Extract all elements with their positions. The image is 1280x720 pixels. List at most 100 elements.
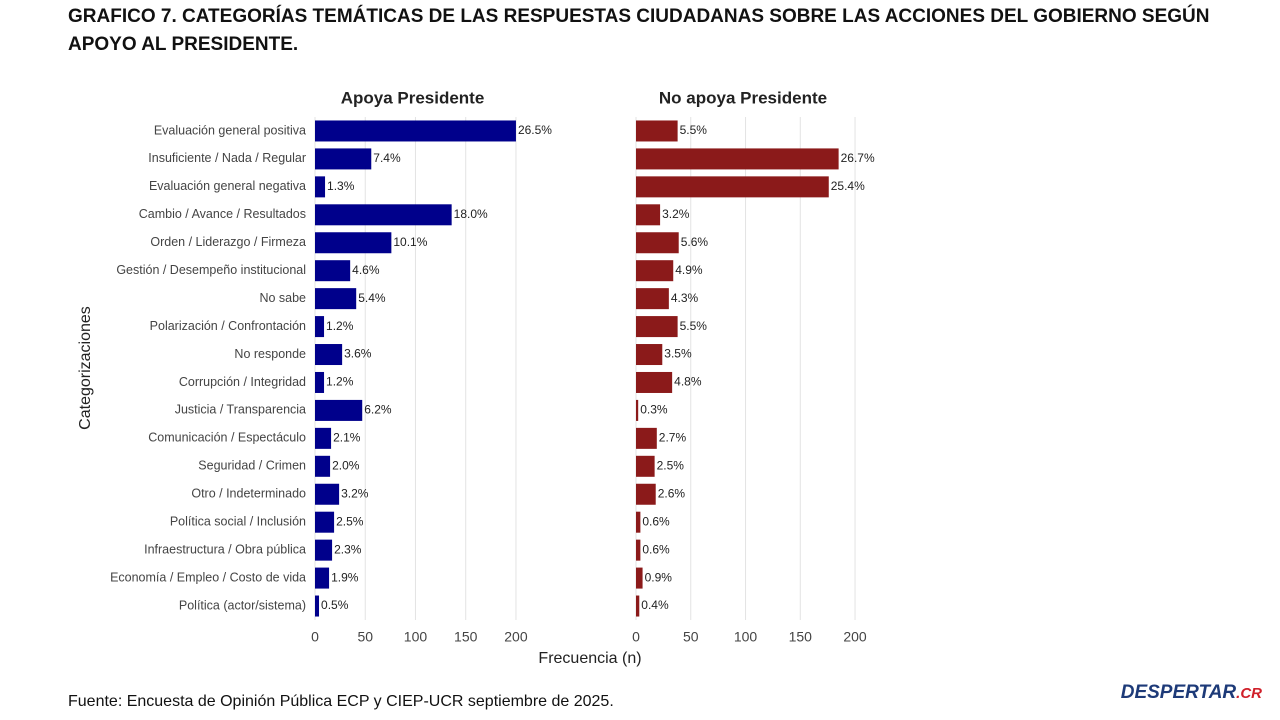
data-label: 10.1% xyxy=(393,235,427,249)
data-label: 2.1% xyxy=(333,431,361,445)
x-tick-label: 200 xyxy=(504,629,528,645)
data-label: 0.6% xyxy=(642,542,670,556)
bar xyxy=(315,399,363,421)
data-label: 5.5% xyxy=(680,123,708,137)
data-label: 5.5% xyxy=(680,319,708,333)
bar xyxy=(636,399,639,421)
y-tick-label: Orden / Liderazgo / Firmeza xyxy=(150,235,306,249)
chart: Frecuencia (n) Categorizaciones 0 50 100 15… xyxy=(77,88,875,667)
data-label: 3.2% xyxy=(341,486,369,500)
bar xyxy=(315,288,357,310)
bar xyxy=(636,595,640,617)
data-label: 4.3% xyxy=(671,291,699,305)
data-label: 18.0% xyxy=(454,207,488,221)
bar xyxy=(315,539,333,561)
y-tick-label: Gestión / Desempeño institucional xyxy=(116,263,306,277)
data-label: 0.6% xyxy=(642,514,670,528)
y-tick-label: Polarización / Confrontación xyxy=(150,319,306,333)
x-tick-label: 150 xyxy=(789,629,813,645)
bar xyxy=(315,483,340,505)
y-tick-label: Otro / Indeterminado xyxy=(191,487,306,501)
data-label: 2.7% xyxy=(659,431,687,445)
bar xyxy=(315,120,516,142)
bar xyxy=(636,120,678,142)
y-tick-label: Comunicación / Espectáculo xyxy=(148,431,306,445)
x-tick-label: 100 xyxy=(404,629,428,645)
y-tick-label: Insuficiente / Nada / Regular xyxy=(148,151,306,165)
data-label: 2.0% xyxy=(332,458,360,472)
data-label: 0.5% xyxy=(321,598,349,612)
data-label: 1.2% xyxy=(326,319,354,333)
data-label: 5.6% xyxy=(681,235,709,249)
bar xyxy=(315,344,343,366)
data-label: 26.5% xyxy=(518,123,552,137)
bar xyxy=(636,204,661,226)
y-tick-label: Seguridad / Crimen xyxy=(198,459,306,473)
data-label: 0.3% xyxy=(640,403,668,417)
data-label: 2.3% xyxy=(334,542,362,556)
data-label: 3.6% xyxy=(344,347,372,361)
bar xyxy=(315,455,331,477)
chart-title: GRAFICO 7. CATEGORÍAS TEMÁTICAS DE LAS R… xyxy=(68,6,1210,55)
bar xyxy=(636,344,663,366)
data-label: 1.2% xyxy=(326,375,354,389)
bar xyxy=(315,511,335,533)
bar xyxy=(636,511,641,533)
x-tick-label: 0 xyxy=(311,629,319,645)
data-label: 25.4% xyxy=(831,179,865,193)
source-note: Fuente: Encuesta de Opinión Pública ECP … xyxy=(68,693,614,710)
data-label: 6.2% xyxy=(364,403,392,417)
bar xyxy=(636,148,839,170)
bar xyxy=(315,148,372,170)
logo-suffix: .CR xyxy=(1236,685,1262,702)
bar xyxy=(315,316,325,338)
data-label: 1.3% xyxy=(327,179,355,193)
y-tick-label: No responde xyxy=(234,347,306,361)
y-tick-label: Política (actor/sistema) xyxy=(179,598,306,612)
bar xyxy=(636,176,829,198)
data-label: 2.5% xyxy=(336,514,364,528)
y-tick-label: Política social / Inclusión xyxy=(170,514,306,528)
x-tick-label: 200 xyxy=(843,629,867,645)
bar xyxy=(636,260,674,282)
bar xyxy=(636,539,641,561)
x-tick-label: 0 xyxy=(632,629,640,645)
logo: DESPERTAR.CR xyxy=(1121,682,1262,704)
bar xyxy=(636,371,673,393)
data-label: 4.9% xyxy=(675,263,703,277)
data-label: 0.4% xyxy=(641,598,669,612)
y-tick-label: Corrupción / Integridad xyxy=(179,375,306,389)
x-tick-label: 150 xyxy=(454,629,478,645)
y-tick-label: No sabe xyxy=(259,291,306,305)
y-tick-label: Justicia / Transparencia xyxy=(175,403,306,417)
x-axis-label: Frecuencia (n) xyxy=(538,650,641,667)
x-tick-label: 100 xyxy=(734,629,758,645)
x-tick-label: 50 xyxy=(357,629,373,645)
bar xyxy=(315,371,325,393)
bar xyxy=(636,427,657,449)
bar xyxy=(636,232,679,254)
data-label: 7.4% xyxy=(373,151,401,165)
bar xyxy=(315,567,330,589)
bar xyxy=(636,455,655,477)
data-label: 26.7% xyxy=(841,151,875,165)
bar xyxy=(315,595,320,617)
y-tick-label: Cambio / Avance / Resultados xyxy=(139,207,306,221)
y-tick-label: Economía / Empleo / Costo de vida xyxy=(110,570,306,584)
x-tick-label: 50 xyxy=(683,629,699,645)
logo-name: DESPERTAR xyxy=(1120,682,1237,703)
bar xyxy=(315,427,332,449)
bar xyxy=(315,176,326,198)
y-tick-label: Infraestructura / Obra pública xyxy=(144,542,306,556)
data-label: 2.5% xyxy=(657,458,685,472)
data-label: 4.6% xyxy=(352,263,380,277)
y-axis-label: Categorizaciones xyxy=(77,306,94,430)
data-label: 4.8% xyxy=(674,375,702,389)
data-label: 3.5% xyxy=(664,347,692,361)
data-label: 2.6% xyxy=(658,486,686,500)
data-label: 5.4% xyxy=(358,291,386,305)
y-tick-label: Evaluación general positiva xyxy=(154,123,306,137)
bar xyxy=(636,483,656,505)
data-label: 3.2% xyxy=(662,207,690,221)
